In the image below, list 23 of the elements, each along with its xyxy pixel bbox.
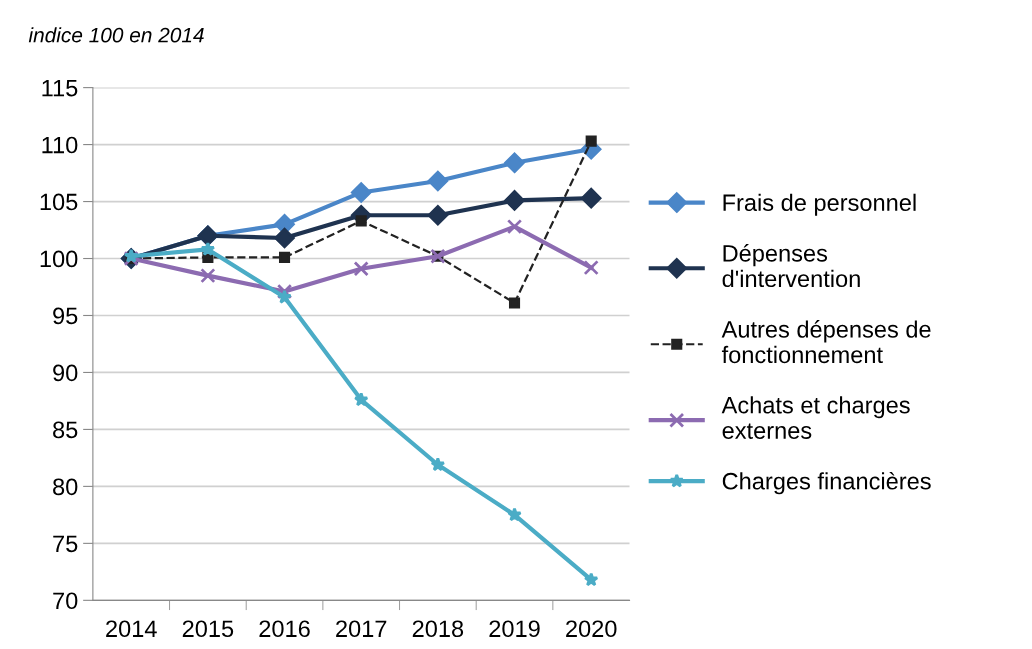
legend-label: Frais de personnel [723,193,916,216]
y-tick-label: 115 [42,79,78,97]
x-tick-label: 2018 [412,620,464,638]
y-tick-label: 95 [53,307,78,325]
legend-label: Autres dépenses de fonctionnement [721,320,931,364]
y-tick-label: 100 [40,250,78,268]
y-tick-label: 80 [53,478,78,496]
y-tick-label: 90 [53,364,78,382]
x-tick-label: 2014 [106,620,157,638]
y-tick-label: 70 [53,592,78,610]
x-tick-label: 2015 [182,620,234,638]
legend-label: Dépenses d'intervention [722,244,860,288]
legend-label: Achats et charges externes [721,396,910,439]
y-tick-label: 110 [42,136,78,154]
y-tick-label: 75 [53,535,78,553]
x-tick-label: 2019 [489,620,540,638]
x-tick-label: 2016 [259,620,310,638]
y-tick-label: 85 [53,421,78,439]
legend-label: Charges financières [722,471,931,495]
x-tick-label: 2017 [336,620,387,638]
y-axis-title: indice 100 en 2014 [28,27,204,43]
y-tick-label: 105 [40,193,78,211]
x-tick-label: 2020 [566,620,617,638]
